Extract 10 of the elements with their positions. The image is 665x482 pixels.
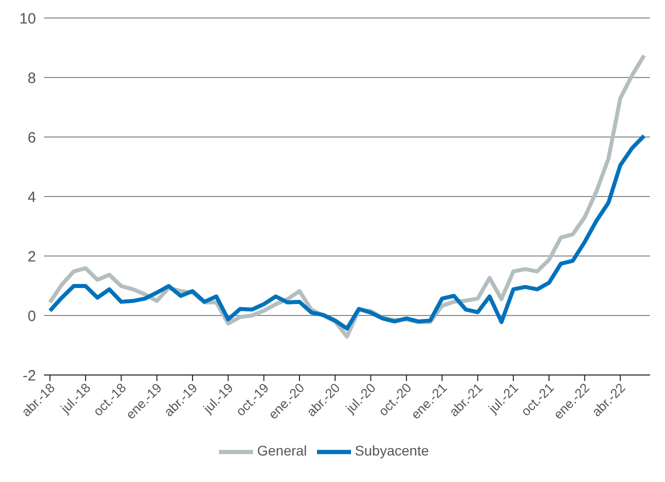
y-tick-label: 10: [19, 10, 36, 28]
line-series: [48, 134, 646, 331]
y-tick-label: 2: [28, 248, 36, 266]
y-tick-label: 8: [28, 70, 36, 87]
legend-label: Subyacente: [354, 442, 429, 459]
y-tick-label: 0: [28, 308, 36, 325]
y-tick-label: 6: [28, 129, 36, 146]
legend-label: General: [257, 442, 307, 459]
y-tick-label: -2: [22, 367, 36, 384]
y-tick-label: 4: [28, 188, 36, 206]
